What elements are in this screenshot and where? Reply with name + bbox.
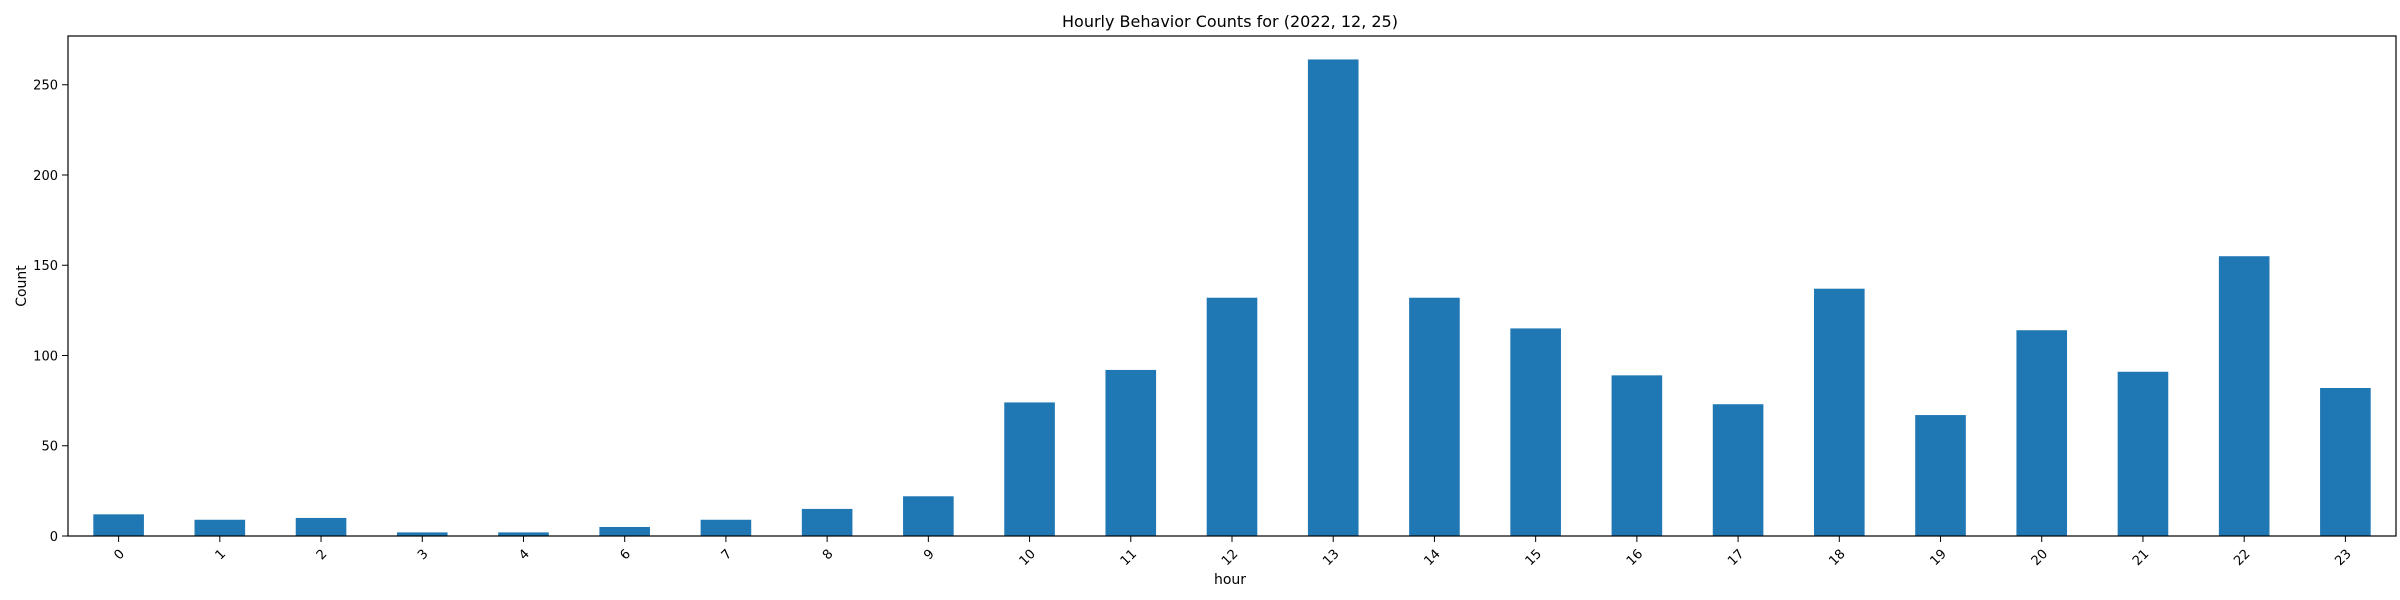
x-axis-ticks: 0 1 2 3 4 6 7 8 9 10 11 12 13 14 15 16 17 18 19 20 21 22 23 [111, 536, 2355, 569]
x-tick-label: 4 [516, 547, 532, 563]
x-tick-label: 12 [1219, 547, 1241, 569]
bar-hour-10 [1004, 402, 1055, 536]
x-tick-label: 15 [1523, 547, 1545, 569]
x-tick-label: 14 [1421, 547, 1443, 569]
bar-hour-12 [1206, 297, 1258, 536]
bar-hour-4 [498, 532, 549, 536]
bar-hour-19 [1915, 415, 1966, 536]
x-tick-label: 7 [719, 547, 735, 563]
bar-hour-11 [1105, 369, 1157, 536]
plot-area-frame [67, 35, 2397, 537]
x-tick-label: 6 [618, 547, 634, 563]
bar-hour-17 [1712, 404, 1764, 536]
y-tick-label: 150 [33, 259, 58, 274]
x-tick-label: 23 [2332, 547, 2354, 569]
x-tick-label: 2 [314, 547, 330, 563]
y-tick-label: 200 [33, 169, 58, 184]
bar-hour-23 [2320, 387, 2371, 536]
x-tick-label: 9 [921, 547, 937, 563]
y-axis-ticks: 0 50 100 150 200 250 [33, 79, 68, 545]
bar-hour-1 [194, 519, 246, 536]
bar-hour-18 [1814, 288, 1865, 536]
x-tick-label: 19 [1928, 547, 1950, 569]
y-tick-label: 0 [50, 530, 58, 545]
bar-hour-9 [903, 496, 954, 536]
bar-hour-21 [2117, 371, 2169, 536]
x-axis-label: hour [1214, 572, 1246, 588]
bar-hour-16 [1611, 375, 1663, 536]
x-tick-label: 16 [1624, 547, 1646, 569]
x-tick-label: 18 [1826, 547, 1848, 569]
x-tick-label: 8 [820, 547, 836, 563]
bar-hour-22 [2218, 256, 2270, 536]
x-tick-label: 1 [213, 547, 229, 563]
bar-hour-13 [1307, 59, 1359, 537]
x-tick-label: 0 [111, 547, 127, 563]
x-tick-label: 11 [1118, 547, 1140, 569]
bar-hour-14 [1409, 297, 1460, 536]
x-tick-label: 10 [1017, 547, 1039, 569]
y-tick-label: 100 [33, 349, 58, 364]
x-tick-label: 22 [2231, 547, 2253, 569]
bar-hour-15 [1510, 328, 1561, 536]
bar-hour-3 [396, 532, 448, 536]
bars-group [93, 59, 2371, 537]
x-tick-label: 3 [415, 547, 431, 563]
chart-title: Hourly Behavior Counts for (2022, 12, 25… [1062, 12, 1398, 31]
bar-hour-0 [93, 514, 144, 536]
bar-hour-6 [599, 526, 650, 536]
y-axis-label: Count [14, 265, 30, 307]
x-tick-label: 13 [1320, 547, 1342, 569]
x-tick-label: 17 [1725, 547, 1747, 569]
y-tick-label: 50 [41, 440, 58, 455]
bar-hour-20 [2016, 330, 2068, 536]
bar-hour-8 [801, 508, 853, 536]
bar-hour-7 [700, 519, 752, 536]
x-tick-label: 20 [2029, 547, 2051, 569]
bar-hour-2 [295, 517, 347, 536]
y-tick-label: 250 [33, 79, 58, 94]
x-tick-label: 21 [2130, 547, 2152, 569]
